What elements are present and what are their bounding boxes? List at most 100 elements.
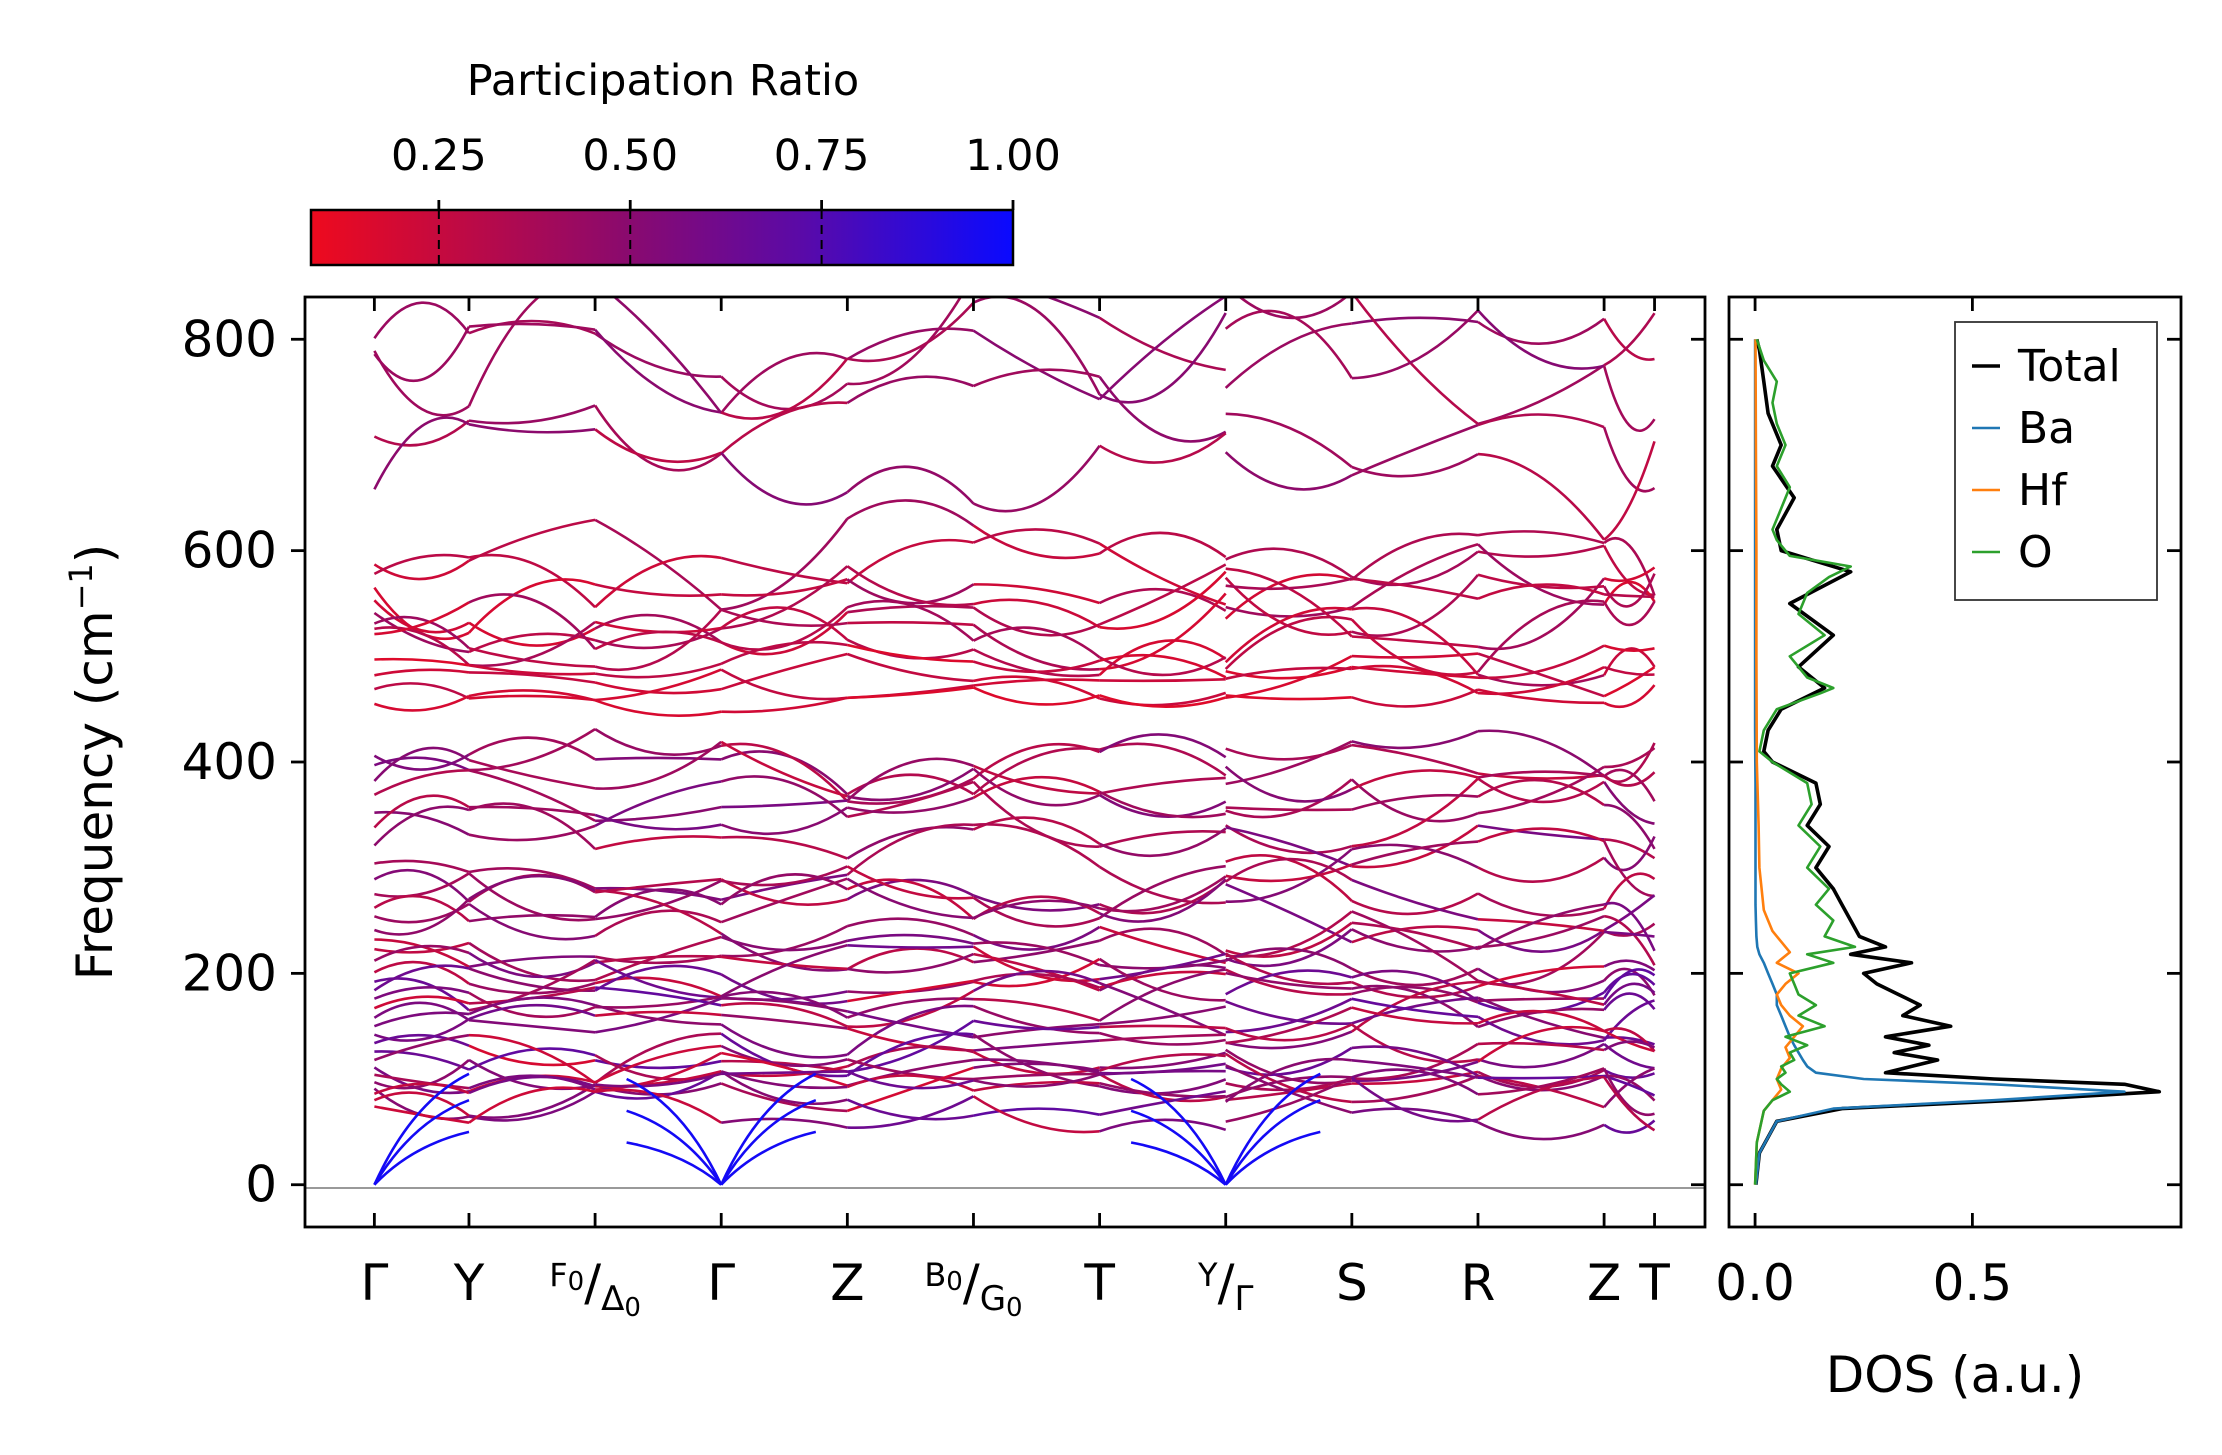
phonon-band	[1225, 412, 1353, 469]
phonon-band	[973, 1039, 1100, 1052]
phonon-band	[373, 898, 470, 936]
phonon-band	[468, 955, 596, 969]
phonon-band	[1098, 968, 1226, 1022]
phonon-band	[1602, 365, 1656, 432]
phonon-band	[594, 554, 722, 609]
phonon-band	[374, 859, 470, 874]
phonon-band	[973, 659, 1101, 674]
kpoint-label: F0/Δ0	[549, 1254, 641, 1323]
phonon-band	[721, 517, 849, 611]
dos-x-axis-label: DOS (a.u.)	[1826, 1346, 2085, 1404]
phonon-band	[1477, 1015, 1605, 1046]
phonon-band	[1602, 1067, 1655, 1117]
phonon-band	[1477, 856, 1605, 883]
phonon-band	[594, 954, 722, 964]
kpoint-label: T	[1083, 1254, 1115, 1312]
phonon-band	[594, 1032, 722, 1085]
phonon-band	[1603, 644, 1655, 652]
phonon-band	[594, 964, 722, 992]
phonon-band	[1098, 375, 1227, 443]
phonon-band	[1603, 1119, 1656, 1134]
phonon-band	[720, 973, 848, 1005]
phonon-band	[594, 328, 722, 414]
phonon-band	[847, 767, 975, 802]
phonon-band	[973, 1072, 1100, 1081]
dos-x-tick-label: 0.0	[1715, 1254, 1795, 1312]
phonon-band	[373, 1066, 470, 1095]
phonon-band	[720, 806, 849, 835]
phonon-band	[1477, 777, 1605, 804]
phonon-band	[720, 451, 848, 506]
colorbar-title: Participation Ratio	[467, 56, 860, 106]
phonon-band	[1603, 982, 1656, 1006]
acoustic-branch	[373, 1098, 470, 1186]
colorbar-tick-label: 0.25	[391, 131, 487, 181]
phonon-band	[373, 1001, 470, 1022]
phonon-band	[720, 944, 848, 998]
colorbar-ticks: 0.25 0.50 0.75 1.00	[391, 131, 1061, 265]
phonon-band	[1351, 1068, 1479, 1096]
phonon-band	[1350, 1076, 1479, 1123]
phonon-band	[1098, 297, 1227, 401]
phonon-band	[972, 899, 1100, 920]
phonon-band	[720, 935, 848, 952]
phonon-band	[721, 997, 848, 1013]
phonon-band	[374, 810, 470, 836]
phonon-band	[594, 887, 722, 919]
phonon-band	[1225, 971, 1352, 990]
phonon-band	[1098, 542, 1227, 606]
phonon-band	[973, 972, 1101, 989]
phonon-band	[973, 583, 1100, 605]
phonon-band	[1602, 580, 1656, 606]
phonon-band	[373, 794, 470, 829]
phonon-band	[1098, 312, 1227, 404]
phonon-band	[594, 879, 722, 921]
phonon-band	[1099, 587, 1227, 612]
phonon-band	[720, 1082, 848, 1113]
phonon-band	[847, 989, 975, 1029]
phonon-band	[1225, 1076, 1353, 1123]
phonon-band	[1098, 531, 1227, 559]
phonon-band	[468, 553, 597, 609]
kpoint-label: Z	[830, 1254, 864, 1312]
phonon-band	[973, 1058, 1100, 1075]
phonon-band	[1351, 652, 1479, 659]
phonon-band	[1350, 778, 1479, 823]
acoustic-branch	[720, 1072, 817, 1186]
phonon-band	[720, 640, 848, 665]
phonon-band	[373, 694, 470, 712]
phonon-band	[846, 652, 974, 683]
phonon-band	[720, 357, 849, 420]
phonon-band	[468, 322, 596, 331]
phonon-band	[1099, 1051, 1227, 1070]
phonon-band	[846, 538, 974, 585]
phonon-band	[1225, 928, 1353, 968]
phonon-band	[720, 608, 848, 627]
phonon-band	[1225, 778, 1353, 819]
phonon-band	[468, 1090, 596, 1122]
phonon-band	[721, 1002, 848, 1028]
phonon-band	[1225, 952, 1352, 986]
phonon-band	[373, 746, 470, 782]
acoustic-branch	[626, 1109, 723, 1186]
dos-y-ticks	[1729, 337, 2181, 1187]
phonon-band	[374, 601, 470, 636]
phonon-band	[1603, 666, 1656, 698]
kpoint-label: Y/Γ	[1197, 1254, 1253, 1319]
phonon-band	[1603, 684, 1656, 708]
acoustic-branch	[1224, 1072, 1321, 1186]
phonon-band	[1224, 573, 1353, 620]
phonon-band	[720, 375, 849, 411]
phonon-band	[1477, 530, 1605, 545]
phonon-band	[1099, 1033, 1226, 1042]
phonon-band	[468, 913, 596, 923]
phonon-band	[594, 835, 722, 851]
phonon-band	[595, 756, 722, 761]
phonon-band	[720, 606, 849, 641]
phonon-band	[1099, 1005, 1226, 1026]
phonon-band	[1603, 1036, 1655, 1046]
phonon-band	[595, 889, 722, 935]
phonon-band	[1225, 743, 1353, 761]
phonon-band	[1351, 1045, 1479, 1077]
phonon-band	[720, 878, 848, 906]
